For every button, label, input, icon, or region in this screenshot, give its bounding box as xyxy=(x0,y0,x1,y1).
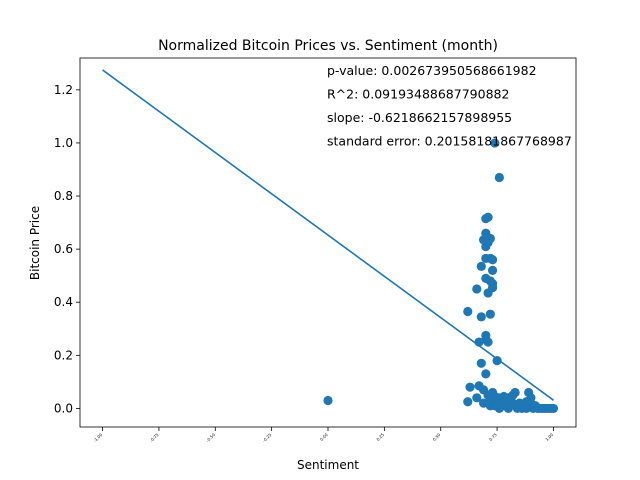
data-point xyxy=(494,172,504,183)
data-point xyxy=(487,255,498,265)
regression-line-group xyxy=(102,69,554,401)
data-point xyxy=(521,397,532,407)
annotations: p-value: 0.002673950568661982 R^2: 0.0919… xyxy=(327,63,572,149)
stat-annotation: standard error: 0.20158181867768987 xyxy=(327,134,572,149)
data-points xyxy=(323,138,559,414)
data-point xyxy=(476,261,486,271)
data-point xyxy=(490,401,500,411)
data-point xyxy=(485,309,495,319)
data-point xyxy=(501,394,511,404)
data-point xyxy=(510,387,520,398)
data-point xyxy=(483,288,493,298)
data-point xyxy=(476,312,486,322)
y-tick-label: 0.4 xyxy=(54,295,73,309)
x-tick-label: -0.25 xyxy=(261,432,272,443)
data-point xyxy=(463,397,473,407)
x-tick-label: 0.50 xyxy=(432,432,442,442)
data-point xyxy=(465,382,475,392)
data-point xyxy=(481,369,491,379)
data-point xyxy=(497,401,507,411)
data-point xyxy=(508,398,518,408)
x-tick-label: 1.00 xyxy=(544,432,554,442)
data-point xyxy=(483,212,493,222)
stat-annotation: p-value: 0.002673950568661982 xyxy=(327,63,537,78)
x-tick-label: -0.50 xyxy=(205,432,216,443)
data-point xyxy=(548,403,559,414)
y-tick-label: 0.6 xyxy=(54,242,73,256)
x-axis-ticks: -1.00 -0.75 -0.50 -0.25 0.00 0.25 0.50 0.75 1.00 xyxy=(92,427,554,443)
chart-title: Normalized Bitcoin Prices vs. Sentiment … xyxy=(158,38,498,54)
y-tick-label: 1.2 xyxy=(54,83,73,97)
x-tick-label: 0.00 xyxy=(319,432,329,442)
data-point xyxy=(476,358,486,368)
stat-annotation: slope: -0.6218662157898955 xyxy=(327,110,512,125)
data-point xyxy=(487,265,498,275)
data-point xyxy=(492,356,502,366)
y-tick-label: 0.0 xyxy=(54,401,73,415)
data-point xyxy=(472,284,482,294)
data-point xyxy=(472,393,482,403)
y-axis-ticks: 0.0 0.2 0.4 0.6 0.8 1.0 1.2 xyxy=(54,83,80,415)
data-point xyxy=(485,233,495,244)
data-point xyxy=(490,138,500,148)
x-tick-label: -1.00 xyxy=(92,432,103,443)
y-tick-label: 0.8 xyxy=(54,189,73,203)
y-tick-label: 0.2 xyxy=(54,348,73,362)
x-tick-label: 0.75 xyxy=(488,432,498,442)
x-axis-label: Sentiment xyxy=(297,458,359,472)
y-axis-label: Bitcoin Price xyxy=(28,206,42,280)
stat-annotation: R^2: 0.09193488687790882 xyxy=(327,87,509,102)
data-point xyxy=(463,306,473,317)
x-tick-label: -0.75 xyxy=(149,432,160,443)
data-point xyxy=(323,395,333,406)
data-point xyxy=(483,337,493,347)
regression-line xyxy=(102,69,554,401)
y-tick-label: 1.0 xyxy=(54,136,73,150)
x-tick-label: 0.25 xyxy=(375,432,385,442)
